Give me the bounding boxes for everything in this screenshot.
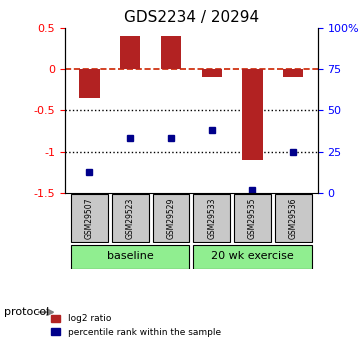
Text: GSM29533: GSM29533 bbox=[207, 197, 216, 239]
FancyBboxPatch shape bbox=[153, 194, 189, 241]
FancyBboxPatch shape bbox=[71, 194, 108, 241]
Text: GSM29535: GSM29535 bbox=[248, 197, 257, 239]
FancyBboxPatch shape bbox=[193, 194, 230, 241]
Bar bbox=[242, 69, 263, 160]
Bar bbox=[161, 36, 181, 69]
Bar bbox=[120, 36, 140, 69]
Text: GSM29529: GSM29529 bbox=[166, 197, 175, 238]
Bar bbox=[283, 69, 303, 77]
FancyBboxPatch shape bbox=[112, 194, 148, 241]
FancyBboxPatch shape bbox=[71, 245, 189, 268]
FancyBboxPatch shape bbox=[193, 245, 312, 268]
Text: GSM29523: GSM29523 bbox=[126, 197, 135, 238]
Text: baseline: baseline bbox=[107, 251, 153, 261]
Bar bbox=[201, 69, 222, 77]
FancyBboxPatch shape bbox=[234, 194, 271, 241]
Bar bbox=[79, 69, 100, 98]
Title: GDS2234 / 20294: GDS2234 / 20294 bbox=[124, 10, 259, 25]
Text: GSM29536: GSM29536 bbox=[289, 197, 298, 239]
Legend: log2 ratio, percentile rank within the sample: log2 ratio, percentile rank within the s… bbox=[48, 311, 225, 341]
FancyBboxPatch shape bbox=[275, 194, 312, 241]
Text: protocol: protocol bbox=[4, 307, 49, 317]
Text: 20 wk exercise: 20 wk exercise bbox=[211, 251, 294, 261]
Text: GSM29507: GSM29507 bbox=[85, 197, 94, 239]
